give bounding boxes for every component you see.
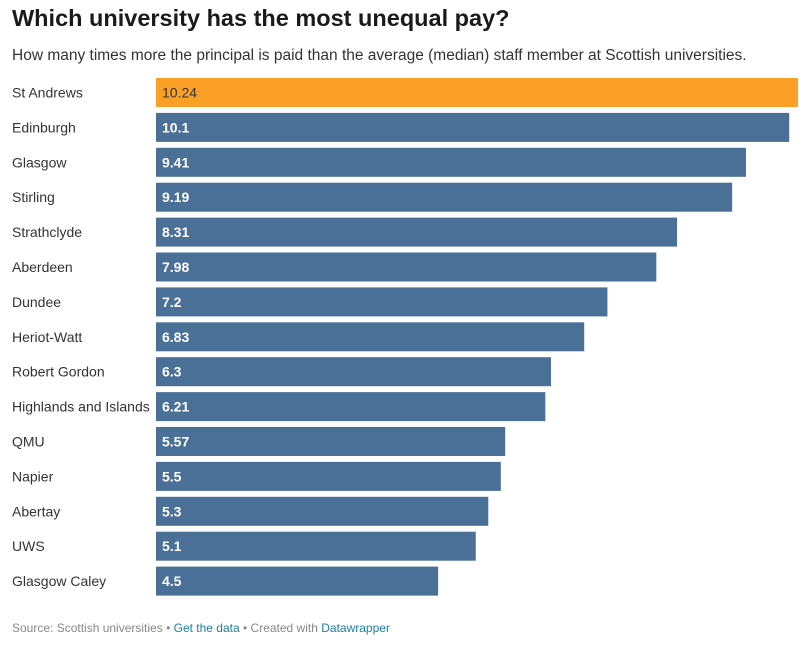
category-label: Stirling bbox=[12, 189, 55, 205]
bar bbox=[156, 182, 733, 212]
bar bbox=[156, 392, 546, 422]
bar-value-label: 5.3 bbox=[162, 503, 182, 519]
get-the-data-link[interactable]: Get the data bbox=[173, 621, 240, 635]
bar-value-label: 4.5 bbox=[162, 573, 182, 589]
bar-value-label: 7.98 bbox=[162, 259, 189, 275]
bar bbox=[156, 566, 439, 596]
category-label: Glasgow bbox=[12, 154, 67, 170]
bar bbox=[156, 217, 677, 247]
category-label: Aberdeen bbox=[12, 259, 73, 275]
bar bbox=[156, 287, 608, 317]
chart-subtitle: How many times more the principal is pai… bbox=[12, 47, 747, 64]
bar bbox=[156, 357, 551, 387]
bar-value-label: 9.41 bbox=[162, 154, 189, 170]
category-label: Strathclyde bbox=[12, 224, 82, 240]
bar-value-label: 5.5 bbox=[162, 468, 182, 484]
bar bbox=[156, 147, 746, 177]
bar bbox=[156, 531, 476, 561]
bar-chart: St Andrews 10.24 Edinburgh 10.1 Glasgow 9.41 S… bbox=[12, 78, 798, 596]
datawrapper-link[interactable]: Datawrapper bbox=[321, 621, 390, 635]
created-with-text: Created with bbox=[250, 621, 322, 635]
bar-value-label: 6.3 bbox=[162, 364, 182, 380]
category-label: Heriot-Watt bbox=[12, 329, 82, 345]
bar bbox=[156, 496, 489, 526]
footer-separator: • bbox=[239, 621, 251, 635]
category-label: St Andrews bbox=[12, 85, 83, 101]
bar-value-label: 8.31 bbox=[162, 224, 189, 240]
footer-separator: • bbox=[162, 621, 174, 635]
category-label: Abertay bbox=[12, 503, 60, 519]
bar-value-label: 10.1 bbox=[162, 119, 189, 135]
chart-title: Which university has the most unequal pa… bbox=[12, 5, 510, 31]
category-label: UWS bbox=[12, 538, 45, 554]
bar-value-label: 7.2 bbox=[162, 294, 182, 310]
category-label: QMU bbox=[12, 434, 45, 450]
bar-value-label: 9.19 bbox=[162, 189, 189, 205]
bar bbox=[156, 252, 657, 282]
bar bbox=[156, 461, 501, 491]
bar bbox=[156, 78, 798, 107]
category-label: Robert Gordon bbox=[12, 364, 105, 380]
bar-value-label: 5.1 bbox=[162, 538, 182, 554]
bar-value-label: 10.24 bbox=[162, 85, 197, 101]
bar-value-label: 5.57 bbox=[162, 434, 189, 450]
category-label: Glasgow Caley bbox=[12, 573, 106, 589]
category-label: Dundee bbox=[12, 294, 61, 310]
bar bbox=[156, 427, 506, 456]
category-label: Edinburgh bbox=[12, 119, 76, 135]
bar-value-label: 6.83 bbox=[162, 329, 189, 345]
chart-footer: Source: Scottish universities • Get the … bbox=[12, 621, 390, 635]
category-label: Napier bbox=[12, 468, 54, 484]
source-note: Source: Scottish universities bbox=[12, 621, 163, 635]
bar-value-label: 6.21 bbox=[162, 399, 189, 415]
category-label: Highlands and Islands bbox=[12, 399, 150, 415]
bar bbox=[156, 112, 790, 142]
bar bbox=[156, 322, 585, 352]
